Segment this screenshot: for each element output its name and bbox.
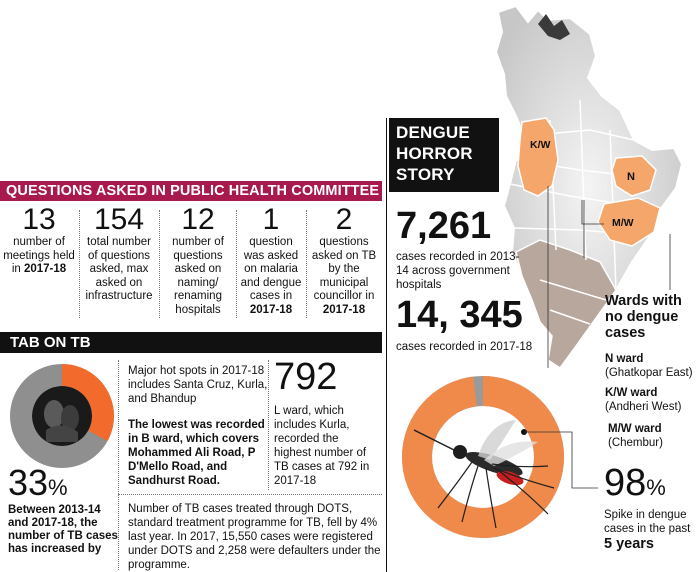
dengue-title: DENGUE HORROR STORY: [389, 118, 499, 192]
stat-number: 154: [93, 203, 145, 236]
stat-tb-questions: 2 questions asked on TB by the municipal…: [308, 204, 380, 322]
tb-donut-increase-arc: [10, 364, 114, 468]
section-divider: [386, 118, 387, 572]
stat-number: 2: [335, 203, 353, 236]
ward-mw-entry: M/W ward (Chembur): [608, 423, 663, 449]
dengue-donut-spike-arc: [402, 376, 564, 538]
tb-lowest: The lowest was recorded in B ward, which…: [128, 419, 265, 487]
stat-number: 12: [181, 203, 215, 236]
tb-increase-percent: 33%: [8, 462, 68, 503]
stat-meetings: 13 number of meetings held in 2017-18: [2, 204, 76, 322]
tb-donut-chart: [10, 364, 114, 468]
stat-label: questions asked on TB by the municipal c…: [311, 236, 377, 316]
tb-increase-text: Between 2013-14 and 2017-18, the number …: [8, 504, 118, 555]
stat-hospital-naming: 12 number of questions asked on naming/ …: [161, 204, 235, 322]
map-label-kw: K/W: [530, 139, 551, 151]
stat-number: 1: [262, 203, 280, 236]
stat-label: number of questions asked on naming/ ren…: [172, 236, 224, 316]
ward-kw-entry: K/W ward (Andheri West): [605, 387, 682, 413]
ward-n: [611, 155, 657, 197]
map-label-mw: M/W: [612, 217, 634, 229]
stat-number: 13: [22, 203, 56, 236]
questions-banner: QUESTIONS ASKED IN PUBLIC HEALTH COMMITT…: [0, 181, 382, 201]
mumbai-ward-map: K/W N M/W: [494, 4, 684, 370]
l-ward-text: L ward, which includes Kurla, recorded t…: [274, 405, 370, 487]
stat-label: total number of questions asked, max ask…: [85, 236, 153, 302]
l-ward-number: 792: [274, 356, 338, 398]
dengue-cases-2017-number: 14, 345: [396, 294, 523, 336]
tb-hotspots: Major hot spots in 2017-18 includes Sant…: [128, 365, 268, 405]
questions-stats-row: 13 number of meetings held in 2017-18 15…: [0, 204, 382, 324]
stat-malaria-dengue: 1 question was asked on malaria and deng…: [238, 204, 304, 322]
dengue-spike-text: Spike in dengue cases in the past 5 year…: [604, 509, 691, 552]
ward-kw: [517, 117, 559, 197]
ward-mw: [597, 197, 661, 247]
stat-label: number of meetings held in 2017-18: [3, 236, 75, 275]
stat-label: question was asked on malaria and dengue…: [240, 236, 302, 316]
dengue-spike-percent: 98%: [604, 462, 666, 504]
wards-heading: Wards with no dengue cases: [605, 293, 682, 341]
dengue-cases-2013-number: 7,261: [396, 205, 492, 247]
map-label-n: N: [627, 171, 635, 183]
dengue-cases-2017-text: cases recorded in 2017-18: [396, 341, 533, 353]
ward-n-entry: N ward (Ghatkopar East): [605, 353, 693, 379]
mosquito-illustration: [413, 420, 555, 529]
tb-banner: TAB ON TB: [0, 332, 382, 353]
dots-text: Number of TB cases treated through DOTS,…: [128, 503, 381, 571]
dengue-donut-chart: [402, 376, 564, 538]
dengue-cases-2013-text: cases recorded in 2013-14 across governm…: [396, 251, 520, 291]
stat-total-questions: 154 total number of questions asked, max…: [81, 204, 157, 322]
dengue-leader-line: [521, 429, 598, 489]
